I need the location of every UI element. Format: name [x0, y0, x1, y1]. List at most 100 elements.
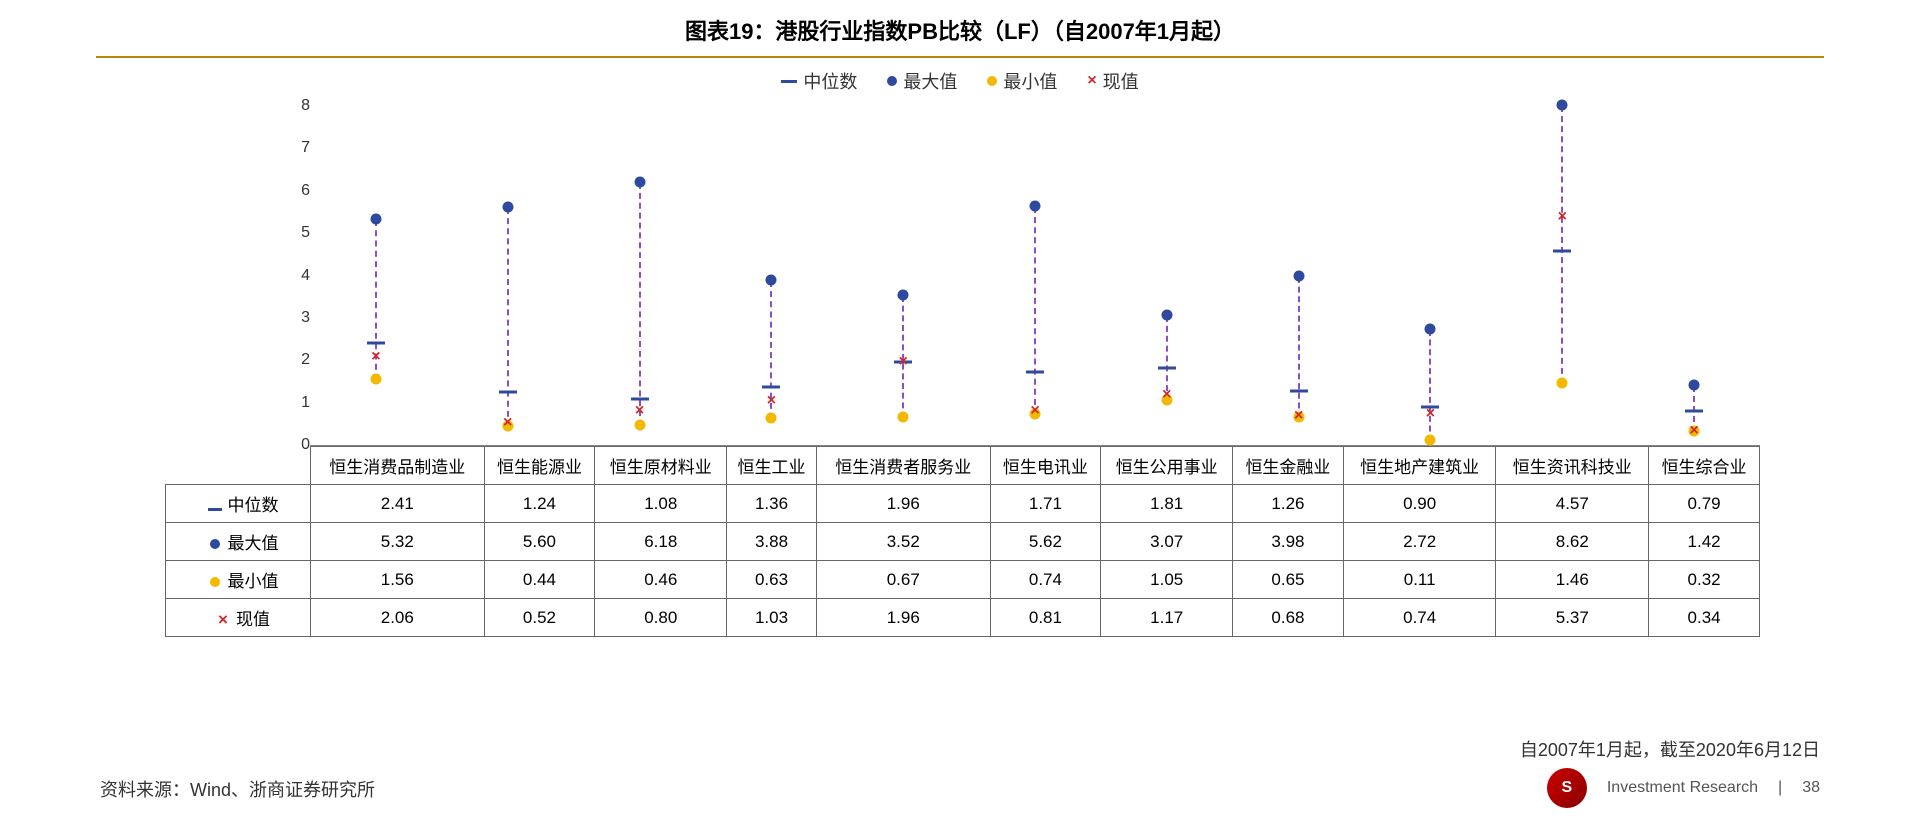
category-header: 恒生地产建筑业	[1343, 447, 1496, 485]
series-column: ×	[761, 106, 781, 445]
table-row: 中位数2.411.241.081.361.961.711.811.260.904…	[166, 485, 1760, 523]
data-cell: 0.68	[1233, 599, 1344, 637]
table-row: 最大值5.325.606.183.883.525.623.073.982.728…	[166, 523, 1760, 561]
data-cell: 2.72	[1343, 523, 1496, 561]
data-table: 恒生消费品制造业恒生能源业恒生原材料业恒生工业恒生消费者服务业恒生电讯业恒生公用…	[165, 446, 1760, 637]
footer-brand-text: Investment Research	[1607, 779, 1758, 797]
table-header-row: 恒生消费品制造业恒生能源业恒生原材料业恒生工业恒生消费者服务业恒生电讯业恒生公用…	[166, 447, 1760, 485]
data-cell: 5.60	[484, 523, 595, 561]
data-cell: 6.18	[595, 523, 727, 561]
max-marker	[766, 275, 777, 286]
min-marker	[370, 373, 381, 384]
max-marker	[1425, 324, 1436, 335]
data-cell: 1.96	[816, 485, 990, 523]
range-line	[1429, 330, 1431, 441]
category-header: 恒生能源业	[484, 447, 595, 485]
footer-page: 38	[1802, 779, 1820, 797]
data-cell: 0.67	[816, 561, 990, 599]
median-marker	[762, 386, 780, 389]
data-cell: 1.08	[595, 485, 727, 523]
min-marker	[898, 411, 909, 422]
median-marker	[367, 341, 385, 344]
data-cell: 0.32	[1649, 561, 1760, 599]
max-marker	[1161, 309, 1172, 320]
y-tick: 0	[270, 436, 310, 454]
brand-logo-icon: S	[1547, 768, 1587, 808]
data-cell: 0.79	[1649, 485, 1760, 523]
y-tick: 1	[270, 394, 310, 412]
data-cell: 1.42	[1649, 523, 1760, 561]
median-marker	[1553, 249, 1571, 252]
table-row: ×现值2.060.520.801.031.960.811.170.680.745…	[166, 599, 1760, 637]
max-marker	[898, 290, 909, 301]
data-cell: 1.24	[484, 485, 595, 523]
data-cell: 3.07	[1101, 523, 1233, 561]
data-cell: 0.74	[1343, 599, 1496, 637]
series-column: ×	[366, 106, 386, 445]
data-cell: 5.37	[1496, 599, 1649, 637]
median-marker	[1290, 390, 1308, 393]
legend-median: 中位数	[781, 68, 857, 94]
max-marker	[634, 177, 645, 188]
category-header: 恒生工业	[727, 447, 817, 485]
plot-area: 012345678 ×××××××××××	[310, 106, 1760, 446]
category-header: 恒生综合业	[1649, 447, 1760, 485]
y-tick: 5	[270, 224, 310, 242]
range-line	[1034, 207, 1036, 414]
range-line	[1561, 106, 1563, 384]
data-cell: 0.46	[595, 561, 727, 599]
row-label-median: 中位数	[166, 485, 311, 523]
median-marker	[631, 398, 649, 401]
series-column: ×	[1684, 106, 1704, 445]
title-underline	[96, 56, 1824, 58]
max-marker	[1557, 100, 1568, 111]
footer-source: 资料来源：Wind、浙商证券研究所	[100, 776, 375, 802]
max-marker	[1293, 270, 1304, 281]
legend-max: 最大值	[887, 68, 957, 94]
current-x-icon: ×	[1087, 72, 1096, 90]
series-column: ×	[1157, 106, 1177, 445]
data-cell: 1.26	[1233, 485, 1344, 523]
median-marker	[1026, 371, 1044, 374]
min-marker	[1425, 435, 1436, 446]
data-cell: 3.52	[816, 523, 990, 561]
footer-brand: S Investment Research | 38	[1547, 768, 1820, 808]
category-header: 恒生电讯业	[990, 447, 1101, 485]
data-cell: 0.44	[484, 561, 595, 599]
data-cell: 0.63	[727, 561, 817, 599]
y-axis: 012345678	[270, 106, 310, 445]
chart-main: 012345678 ××××××××××× 恒生消费品制造业恒生能源业恒生原材料…	[110, 106, 1810, 637]
legend-max-label: 最大值	[903, 68, 957, 94]
data-cell: 0.11	[1343, 561, 1496, 599]
data-cell: 3.88	[727, 523, 817, 561]
data-cell: 3.98	[1233, 523, 1344, 561]
row-label-max: 最大值	[166, 523, 311, 561]
category-header: 恒生消费品制造业	[311, 447, 485, 485]
max-marker	[502, 202, 513, 213]
data-cell: 0.74	[990, 561, 1101, 599]
row-label-min: 最小值	[166, 561, 311, 599]
min-dot-icon	[987, 76, 997, 86]
max-marker	[1030, 201, 1041, 212]
y-tick: 8	[270, 97, 310, 115]
data-cell: 2.06	[311, 599, 485, 637]
footer-divider: |	[1778, 779, 1782, 797]
min-marker	[766, 413, 777, 424]
series-column: ×	[1552, 106, 1572, 445]
median-marker	[1685, 410, 1703, 413]
range-line	[1298, 277, 1300, 419]
data-cell: 5.32	[311, 523, 485, 561]
data-cell: 0.81	[990, 599, 1101, 637]
category-header: 恒生消费者服务业	[816, 447, 990, 485]
table-row: 最小值1.560.440.460.630.670.741.050.650.111…	[166, 561, 1760, 599]
y-tick: 4	[270, 267, 310, 285]
data-cell: 0.52	[484, 599, 595, 637]
min-marker	[634, 420, 645, 431]
legend-current: × 现值	[1087, 68, 1138, 94]
data-cell: 0.80	[595, 599, 727, 637]
category-header: 恒生原材料业	[595, 447, 727, 485]
data-cell: 8.62	[1496, 523, 1649, 561]
row-label-current: ×现值	[166, 599, 311, 637]
range-line	[639, 183, 641, 426]
series-column: ×	[1025, 106, 1045, 445]
